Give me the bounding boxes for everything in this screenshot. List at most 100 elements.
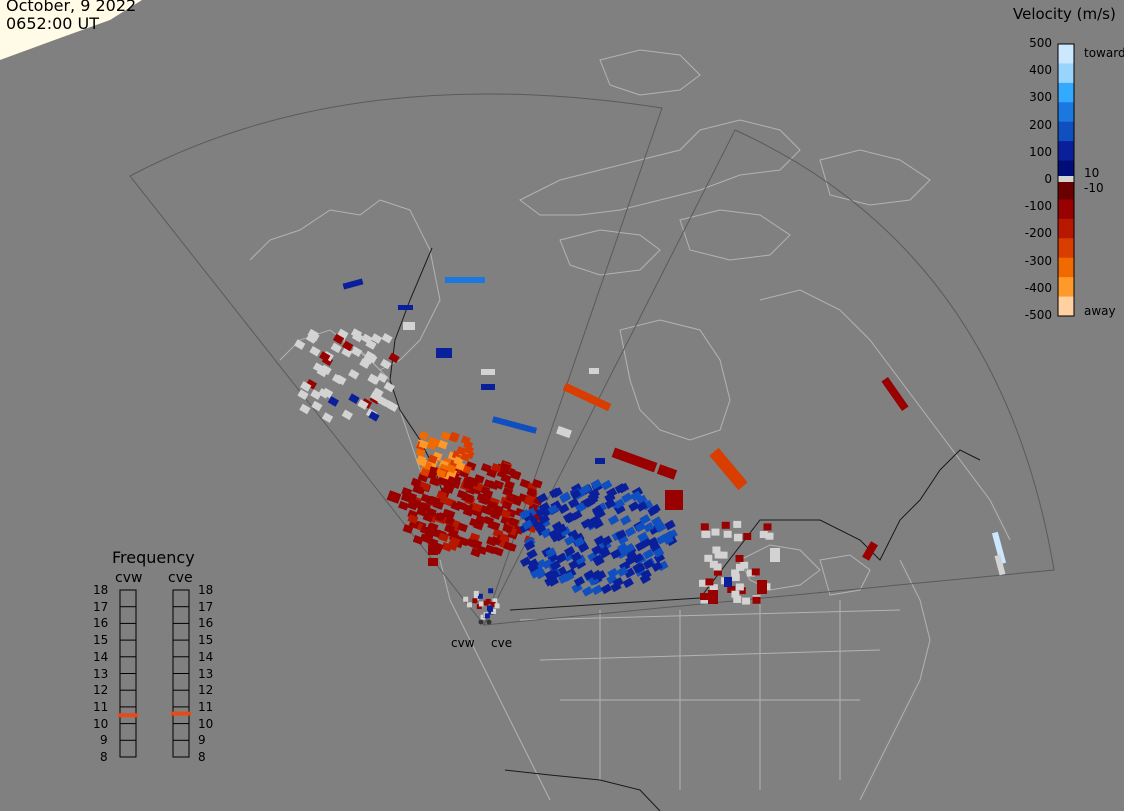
scatter-cell	[607, 514, 620, 526]
scatter-cell	[342, 340, 354, 352]
scatter-cell	[709, 584, 718, 592]
colorbar-tick-label: -300	[1024, 253, 1052, 268]
scatter-cell	[429, 476, 441, 487]
scatter-cell	[752, 596, 761, 604]
scatter-cell	[610, 548, 622, 560]
colorbar-tick-label: 200	[1029, 117, 1052, 132]
scatter-cell	[700, 523, 709, 531]
scatter-cell	[545, 547, 557, 558]
velocity-colorbar	[1057, 43, 1075, 317]
colorbar-segment	[1058, 180, 1074, 200]
scatter-cell	[337, 328, 349, 340]
scatter-cell	[577, 542, 590, 553]
scatter-cell	[615, 529, 627, 540]
scatter-cell	[466, 602, 472, 608]
scatter-cell	[587, 491, 600, 503]
scatter-cell	[599, 547, 611, 559]
scatter-cell	[765, 532, 774, 540]
colorbar-segment	[1058, 238, 1074, 259]
scatter-cell	[437, 440, 448, 450]
scatter-cell	[733, 595, 742, 603]
scatter-cell	[407, 514, 419, 524]
radar-label-cvw: cvw	[451, 636, 475, 650]
scatter-cell	[418, 439, 429, 450]
scatter-cell	[508, 517, 520, 527]
scatter-cell	[628, 501, 640, 512]
scatter-cell	[312, 362, 325, 373]
scatter-cell	[471, 502, 483, 513]
scatter-cell	[492, 546, 504, 557]
scatter-cell	[573, 576, 586, 587]
scatter-cell	[711, 528, 720, 536]
scatter-cell	[297, 389, 309, 400]
scatter-cell	[616, 566, 629, 577]
scatter-cell	[427, 454, 438, 464]
scatter-cell	[536, 492, 548, 504]
fov-outlines	[129, 93, 1055, 627]
colorbar-tick-label: 300	[1029, 90, 1052, 105]
scatter-cell	[466, 538, 478, 548]
colorbar-segment	[1058, 63, 1074, 84]
scatter-cell	[480, 494, 492, 505]
scatter-cell	[586, 518, 598, 530]
scatter-cell	[652, 547, 665, 558]
frequency-marker	[118, 713, 138, 718]
scatter-cell	[665, 490, 683, 510]
scatter-cell	[632, 562, 644, 573]
scatter-cell	[743, 533, 752, 541]
scatter-cell	[613, 498, 626, 510]
scatter-cell	[757, 580, 767, 594]
scatter-cell	[509, 493, 521, 504]
colorbar-segment	[1058, 218, 1074, 239]
scatter-cell	[568, 497, 580, 509]
scatter-cell	[731, 569, 740, 577]
scatter-cell	[487, 606, 493, 612]
frequency-scale-label: 9	[100, 733, 108, 748]
frequency-scale-label: 11	[93, 699, 109, 714]
scatter-cell	[636, 494, 648, 506]
scatter-cell	[427, 522, 439, 532]
frequency-scale-label: 16	[198, 616, 214, 631]
scatter-cell	[335, 374, 347, 386]
scatter-cell	[595, 458, 605, 464]
scatter-cell	[476, 545, 488, 555]
scatter-cell	[705, 578, 714, 586]
scatter-cell	[700, 596, 709, 604]
scatter-cell	[731, 590, 740, 598]
scatter-cell	[473, 590, 479, 596]
scatter-cell	[591, 584, 603, 596]
scatter-cell	[402, 524, 414, 534]
scatter-cell	[527, 558, 539, 569]
scatter-cell	[437, 494, 449, 505]
scatter-cell	[601, 479, 613, 491]
scatter-cell	[422, 512, 434, 523]
scatter-cell	[664, 519, 676, 531]
scatter-cell	[348, 393, 360, 404]
scatter-cell	[427, 436, 438, 447]
scatter-cell	[623, 567, 636, 579]
frequency-scale-label: 13	[198, 666, 214, 681]
scatter-cell	[574, 554, 587, 565]
scatter-cell	[763, 523, 772, 531]
scatter-cell	[490, 601, 496, 607]
frequency-scale-label: 17	[198, 599, 214, 614]
scatter-cell	[483, 600, 489, 606]
scatter-cell	[332, 333, 345, 345]
scatter-cell	[492, 598, 498, 604]
colorbar-tick-label: 100	[1029, 144, 1052, 159]
scatter-cell	[595, 570, 607, 581]
scatter-cell	[594, 508, 606, 519]
scatter-cell	[575, 502, 587, 513]
scatter-cell	[564, 535, 576, 546]
colorbar-tick-label: -200	[1024, 226, 1052, 241]
scatter-cell	[387, 401, 399, 412]
scatter-cell	[593, 535, 606, 546]
scatter-cell	[398, 305, 413, 310]
scatter-cell	[540, 527, 553, 539]
scatter-cell	[555, 552, 567, 564]
scatter-cell	[662, 534, 675, 545]
scatter-cell	[440, 431, 451, 441]
scatter-cell	[386, 490, 402, 504]
colorbar-segment	[1058, 102, 1074, 123]
